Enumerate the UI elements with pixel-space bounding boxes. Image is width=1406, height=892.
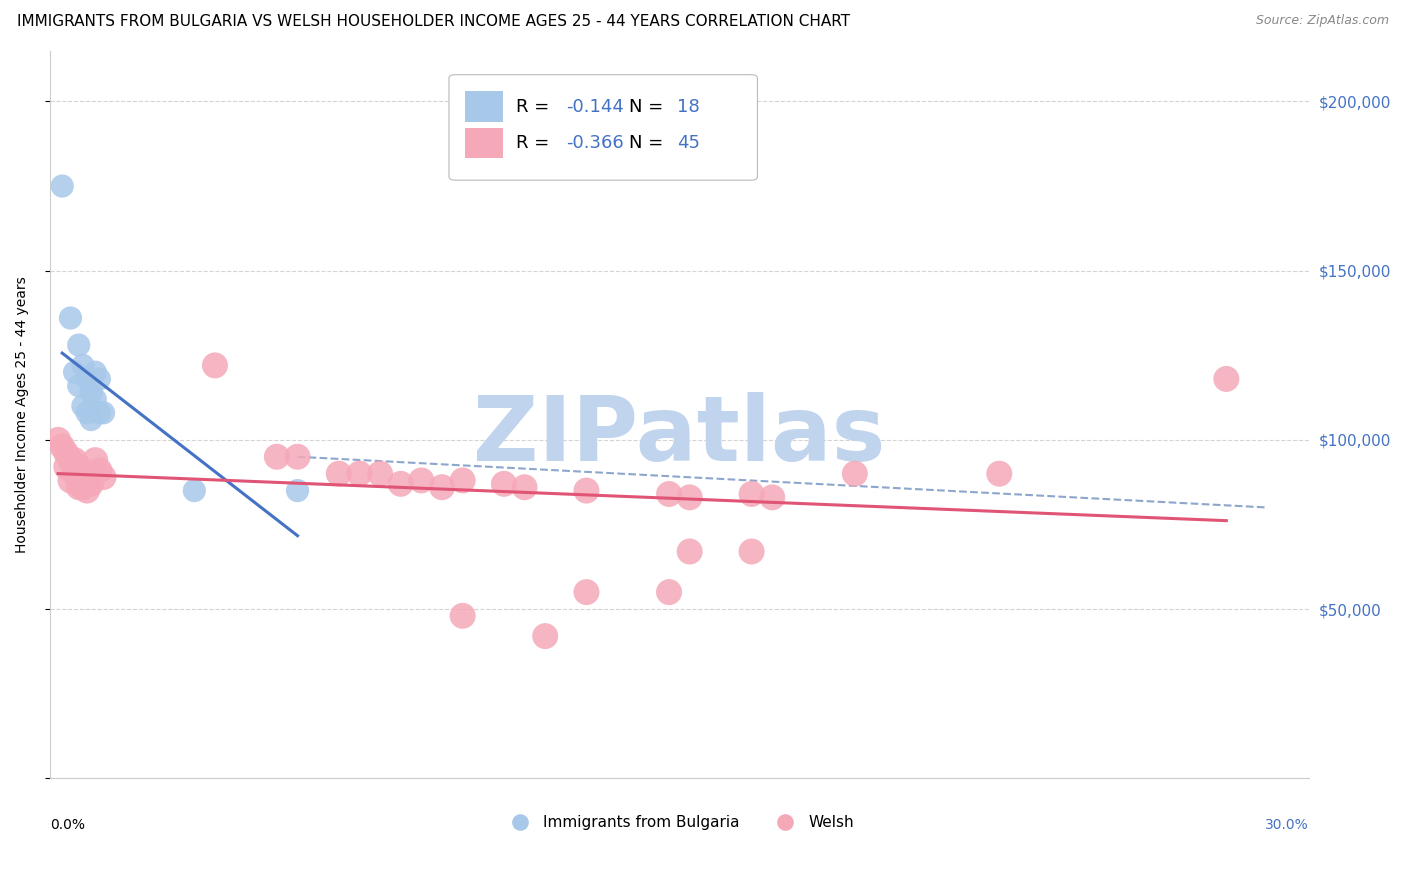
Point bbox=[389, 476, 412, 491]
Point bbox=[658, 585, 681, 599]
Point bbox=[349, 467, 371, 481]
Point bbox=[575, 483, 598, 498]
Text: IMMIGRANTS FROM BULGARIA VS WELSH HOUSEHOLDER INCOME AGES 25 - 44 YEARS CORRELAT: IMMIGRANTS FROM BULGARIA VS WELSH HOUSEH… bbox=[17, 14, 851, 29]
Point bbox=[80, 476, 103, 491]
Point bbox=[513, 480, 536, 494]
Point bbox=[658, 487, 681, 501]
Point bbox=[679, 544, 702, 558]
Text: -0.144: -0.144 bbox=[567, 98, 624, 116]
Point bbox=[844, 467, 866, 481]
Point bbox=[89, 372, 111, 386]
Point bbox=[51, 179, 73, 194]
Point bbox=[741, 487, 763, 501]
Point bbox=[80, 412, 103, 426]
Point bbox=[183, 483, 205, 498]
Point bbox=[76, 372, 98, 386]
Point bbox=[266, 450, 288, 464]
Point bbox=[204, 359, 226, 373]
Point bbox=[46, 433, 69, 447]
Point bbox=[80, 467, 103, 481]
FancyBboxPatch shape bbox=[465, 91, 503, 122]
Point bbox=[63, 365, 86, 379]
Point bbox=[67, 459, 90, 474]
Text: R =: R = bbox=[516, 98, 555, 116]
Point bbox=[76, 467, 98, 481]
Point bbox=[1215, 372, 1237, 386]
Point bbox=[72, 467, 94, 481]
Point bbox=[84, 453, 107, 467]
Point bbox=[328, 467, 350, 481]
Text: N =: N = bbox=[628, 134, 669, 152]
Text: Source: ZipAtlas.com: Source: ZipAtlas.com bbox=[1256, 14, 1389, 28]
Point bbox=[55, 446, 77, 460]
Point bbox=[63, 453, 86, 467]
Point bbox=[430, 480, 453, 494]
Text: N =: N = bbox=[628, 98, 669, 116]
Point bbox=[761, 491, 783, 505]
Point bbox=[93, 406, 115, 420]
Point bbox=[575, 585, 598, 599]
Point bbox=[67, 378, 90, 392]
Text: ZIPatlas: ZIPatlas bbox=[474, 392, 886, 480]
Point bbox=[63, 467, 86, 481]
Point bbox=[679, 491, 702, 505]
Point bbox=[67, 480, 90, 494]
Point bbox=[451, 608, 474, 623]
Point bbox=[451, 474, 474, 488]
Point bbox=[51, 440, 73, 454]
Point bbox=[76, 483, 98, 498]
Point bbox=[534, 629, 557, 643]
Point bbox=[89, 406, 111, 420]
Point bbox=[72, 399, 94, 413]
Point bbox=[59, 474, 82, 488]
Point bbox=[84, 392, 107, 407]
Text: 45: 45 bbox=[676, 134, 700, 152]
Text: R =: R = bbox=[516, 134, 555, 152]
Point bbox=[93, 470, 115, 484]
Point bbox=[59, 311, 82, 326]
Text: 18: 18 bbox=[676, 98, 700, 116]
Point bbox=[287, 450, 309, 464]
Point bbox=[59, 453, 82, 467]
Point bbox=[368, 467, 391, 481]
Text: -0.366: -0.366 bbox=[567, 134, 624, 152]
Legend: Immigrants from Bulgaria, Welsh: Immigrants from Bulgaria, Welsh bbox=[499, 809, 860, 836]
Point bbox=[55, 459, 77, 474]
Point bbox=[988, 467, 1011, 481]
Point bbox=[492, 476, 515, 491]
Point bbox=[89, 463, 111, 477]
Point bbox=[84, 365, 107, 379]
Point bbox=[67, 338, 90, 352]
Point bbox=[80, 385, 103, 400]
FancyBboxPatch shape bbox=[449, 75, 758, 180]
Text: 0.0%: 0.0% bbox=[49, 818, 84, 832]
Point bbox=[411, 474, 433, 488]
Point bbox=[741, 544, 763, 558]
Point bbox=[72, 359, 94, 373]
Y-axis label: Householder Income Ages 25 - 44 years: Householder Income Ages 25 - 44 years bbox=[15, 277, 30, 553]
Point bbox=[72, 480, 94, 494]
FancyBboxPatch shape bbox=[465, 128, 503, 159]
Point bbox=[287, 483, 309, 498]
Point bbox=[76, 406, 98, 420]
Text: 30.0%: 30.0% bbox=[1265, 818, 1309, 832]
